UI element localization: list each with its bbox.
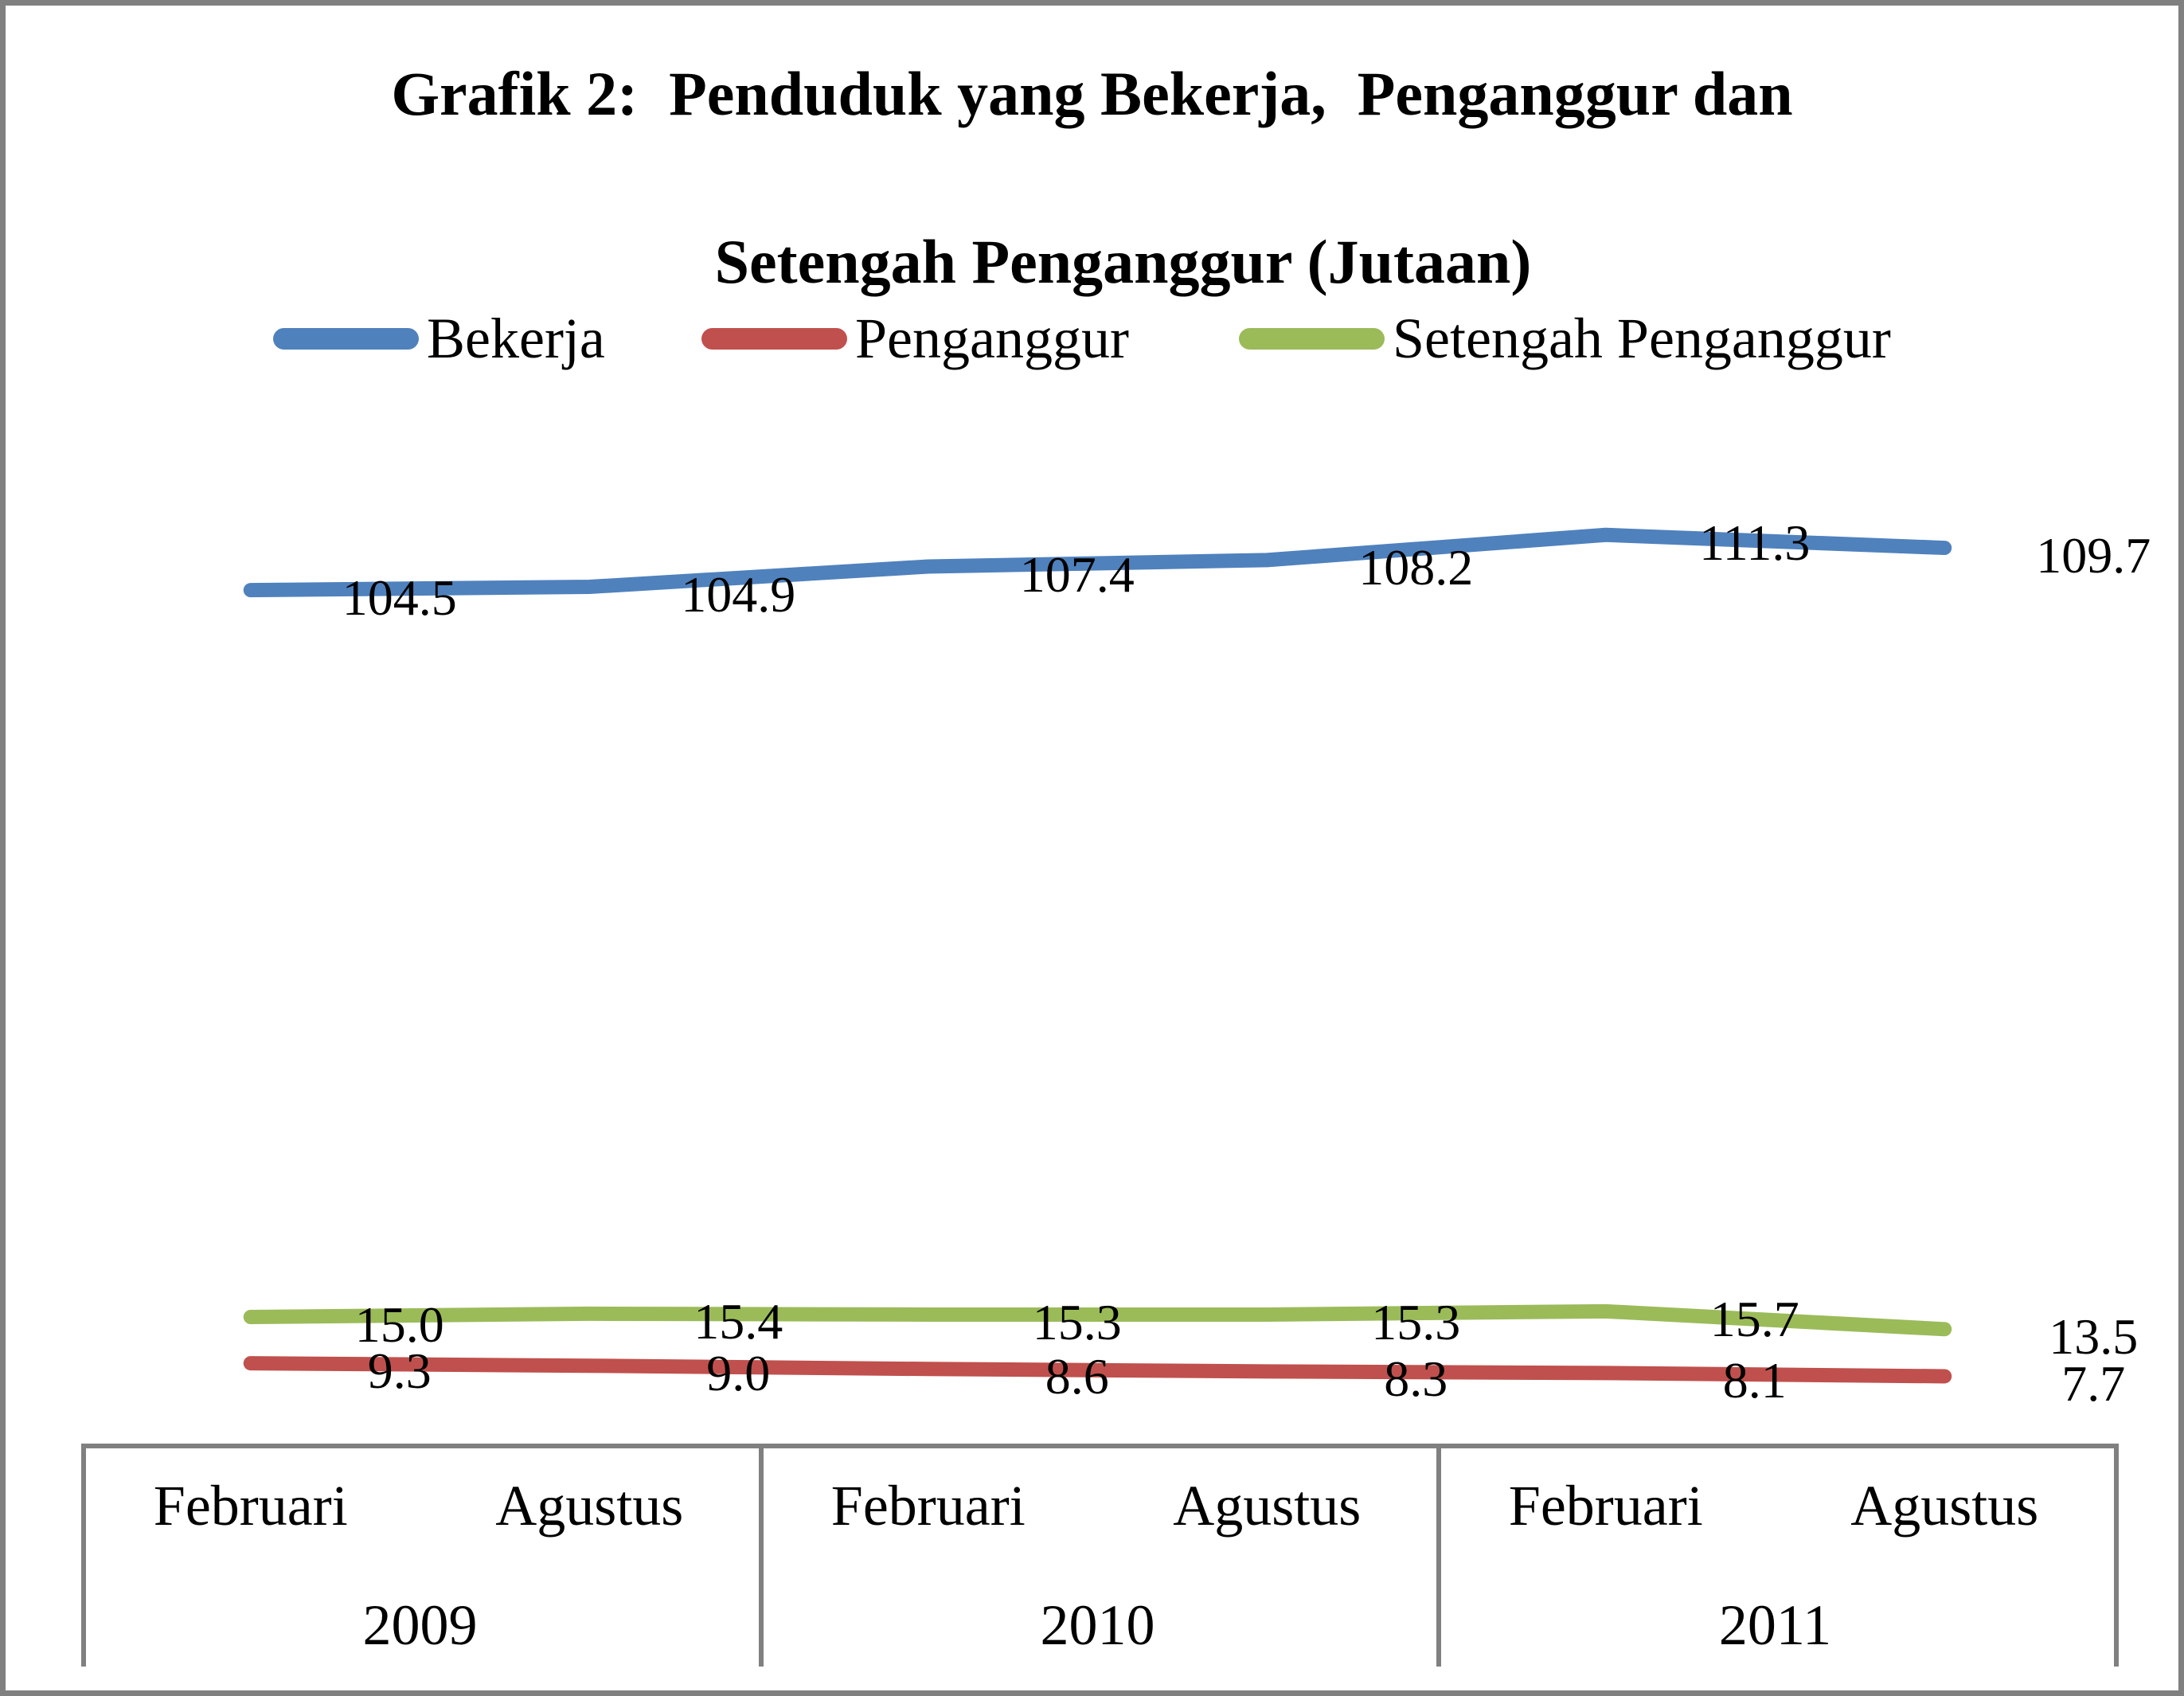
- data-label-bekerja: 107.4: [1019, 545, 1135, 603]
- legend-swatch-setengah-penganggur: [1239, 327, 1385, 350]
- chart-title-line1: Grafik 2: Penduduk yang Bekerja, Pengang…: [391, 59, 1793, 128]
- axis-separator-rule: [2114, 1444, 2119, 1667]
- legend-label: Bekerja: [427, 307, 605, 370]
- legend-label: Penganggur: [855, 307, 1129, 370]
- plot-area: [243, 527, 1952, 1384]
- data-label-bekerja: 111.3: [1699, 514, 1811, 571]
- axis-year-label: 2010: [1040, 1593, 1155, 1657]
- data-label-setengah-penganggur: 15.0: [354, 1296, 444, 1353]
- axis-year-label: 2011: [1718, 1593, 1832, 1657]
- legend-swatch-penganggur: [701, 327, 847, 350]
- data-label-setengah-penganggur: 15.4: [693, 1292, 783, 1350]
- axis-separator-rule: [81, 1444, 86, 1667]
- axis-year-label: 2009: [362, 1593, 478, 1657]
- data-label-penganggur: 9.3: [367, 1342, 432, 1400]
- axis-month-label: Agustus: [495, 1474, 684, 1538]
- data-label-penganggur: 8.3: [1384, 1350, 1448, 1408]
- axis-month-label: Agustus: [1173, 1474, 1362, 1538]
- data-label-setengah-penganggur: 13.5: [2049, 1308, 2139, 1366]
- axis-separator-rule: [1436, 1444, 1441, 1667]
- legend-label: Setengah Penganggur: [1393, 307, 1891, 370]
- series-line-penganggur: [243, 1356, 1952, 1384]
- axis-month-label: Februari: [153, 1474, 348, 1538]
- legend-item-setengah-penganggur: Setengah Penganggur: [1239, 307, 1891, 370]
- series-line-setengah-penganggur: [243, 1303, 1952, 1337]
- legend-swatch-bekerja: [273, 327, 419, 350]
- chart-title: Grafik 2: Penduduk yang Bekerja, Pengang…: [6, 52, 2178, 387]
- data-label-penganggur: 8.1: [1722, 1352, 1787, 1409]
- data-label-bekerja: 108.2: [1358, 539, 1474, 596]
- data-label-penganggur: 7.7: [2061, 1355, 2126, 1413]
- axis-month-label: Februari: [830, 1474, 1026, 1538]
- data-label-penganggur: 9.0: [706, 1345, 771, 1402]
- data-label-bekerja: 104.9: [681, 566, 796, 623]
- axis-top-rule: [81, 1444, 2119, 1448]
- axis-separator-rule: [759, 1444, 764, 1667]
- data-label-setengah-penganggur: 15.7: [1709, 1290, 1799, 1347]
- legend-item-penganggur: Penganggur: [701, 307, 1129, 370]
- data-label-bekerja: 104.5: [342, 569, 457, 627]
- chart-title-line2: Setengah Penganggur (Jutaan): [714, 226, 1532, 296]
- series-line-bekerja: [243, 527, 1952, 598]
- data-label-setengah-penganggur: 15.3: [1371, 1293, 1461, 1350]
- data-label-penganggur: 8.6: [1045, 1348, 1109, 1405]
- data-label-bekerja: 109.7: [2036, 527, 2151, 584]
- axis-month-label: Agustus: [1850, 1474, 2039, 1538]
- data-label-setengah-penganggur: 15.3: [1032, 1293, 1122, 1350]
- axis-month-label: Februari: [1508, 1474, 1703, 1538]
- legend-item-bekerja: Bekerja: [273, 307, 605, 370]
